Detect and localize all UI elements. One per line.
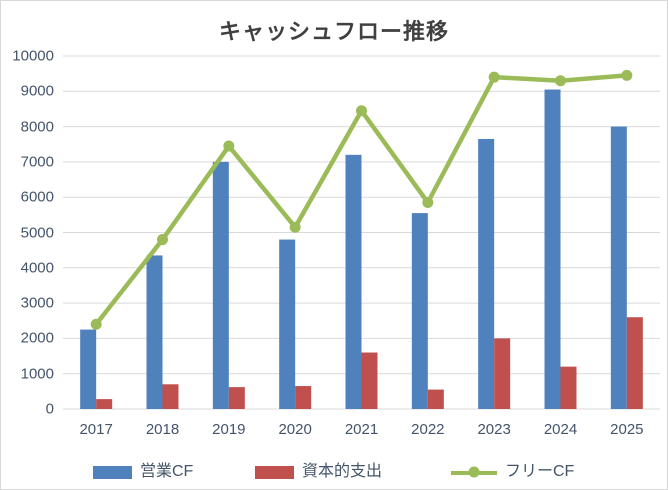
chart-title: キャッシュフロー推移: [218, 19, 449, 44]
y-tick-label: 1000: [20, 365, 54, 383]
x-axis-label: 2018: [145, 421, 180, 438]
marker-free-cf: [356, 105, 367, 117]
bar-capex: [427, 389, 444, 409]
bar-operating-cf: [544, 89, 561, 409]
bar-capex: [228, 387, 245, 409]
bar-operating-cf: [212, 161, 229, 409]
y-tick-label: 10000: [12, 47, 54, 65]
y-tick-label: 8000: [20, 118, 54, 136]
marker-free-cf: [555, 75, 566, 87]
bar-capex: [626, 317, 643, 409]
bar-operating-cf: [146, 255, 163, 409]
y-tick-label: 7000: [20, 153, 54, 171]
bar-operating-cf: [80, 329, 97, 409]
x-axis-label: 2024: [543, 421, 578, 438]
marker-free-cf: [621, 69, 633, 81]
bar-capex: [361, 352, 378, 409]
marker-free-cf: [90, 318, 102, 330]
marker-free-cf: [422, 196, 434, 208]
x-axis-label: 2025: [610, 421, 644, 438]
marker-free-cf: [223, 140, 235, 152]
marker-free-cf: [289, 221, 301, 233]
bar-capex: [494, 338, 511, 409]
bar-capex: [295, 386, 312, 409]
y-tick-label: 2000: [20, 329, 54, 347]
x-axis-label: 2023: [477, 421, 511, 438]
x-axis-label: 2017: [79, 421, 113, 438]
y-tick-label: 0: [45, 400, 54, 418]
y-tick-label: 9000: [20, 82, 54, 100]
bar-operating-cf: [478, 138, 495, 409]
x-axis-label: 2019: [212, 421, 246, 438]
bar-capex: [96, 399, 113, 409]
x-axis-label: 2022: [411, 421, 445, 438]
x-axis-label: 2020: [278, 421, 312, 438]
y-tick-label: 6000: [20, 188, 54, 206]
y-tick-label: 3000: [20, 294, 54, 312]
y-tick-label: 4000: [20, 259, 54, 277]
bar-operating-cf: [610, 126, 627, 409]
x-axis-label: 2021: [344, 421, 379, 438]
bar-operating-cf: [345, 154, 362, 409]
y-tick-label: 5000: [20, 224, 54, 241]
marker-free-cf: [488, 71, 500, 83]
bar-operating-cf: [411, 213, 428, 409]
bar-capex: [560, 366, 577, 409]
bar-operating-cf: [279, 239, 296, 409]
bar-capex: [162, 384, 179, 409]
marker-free-cf: [157, 234, 168, 246]
